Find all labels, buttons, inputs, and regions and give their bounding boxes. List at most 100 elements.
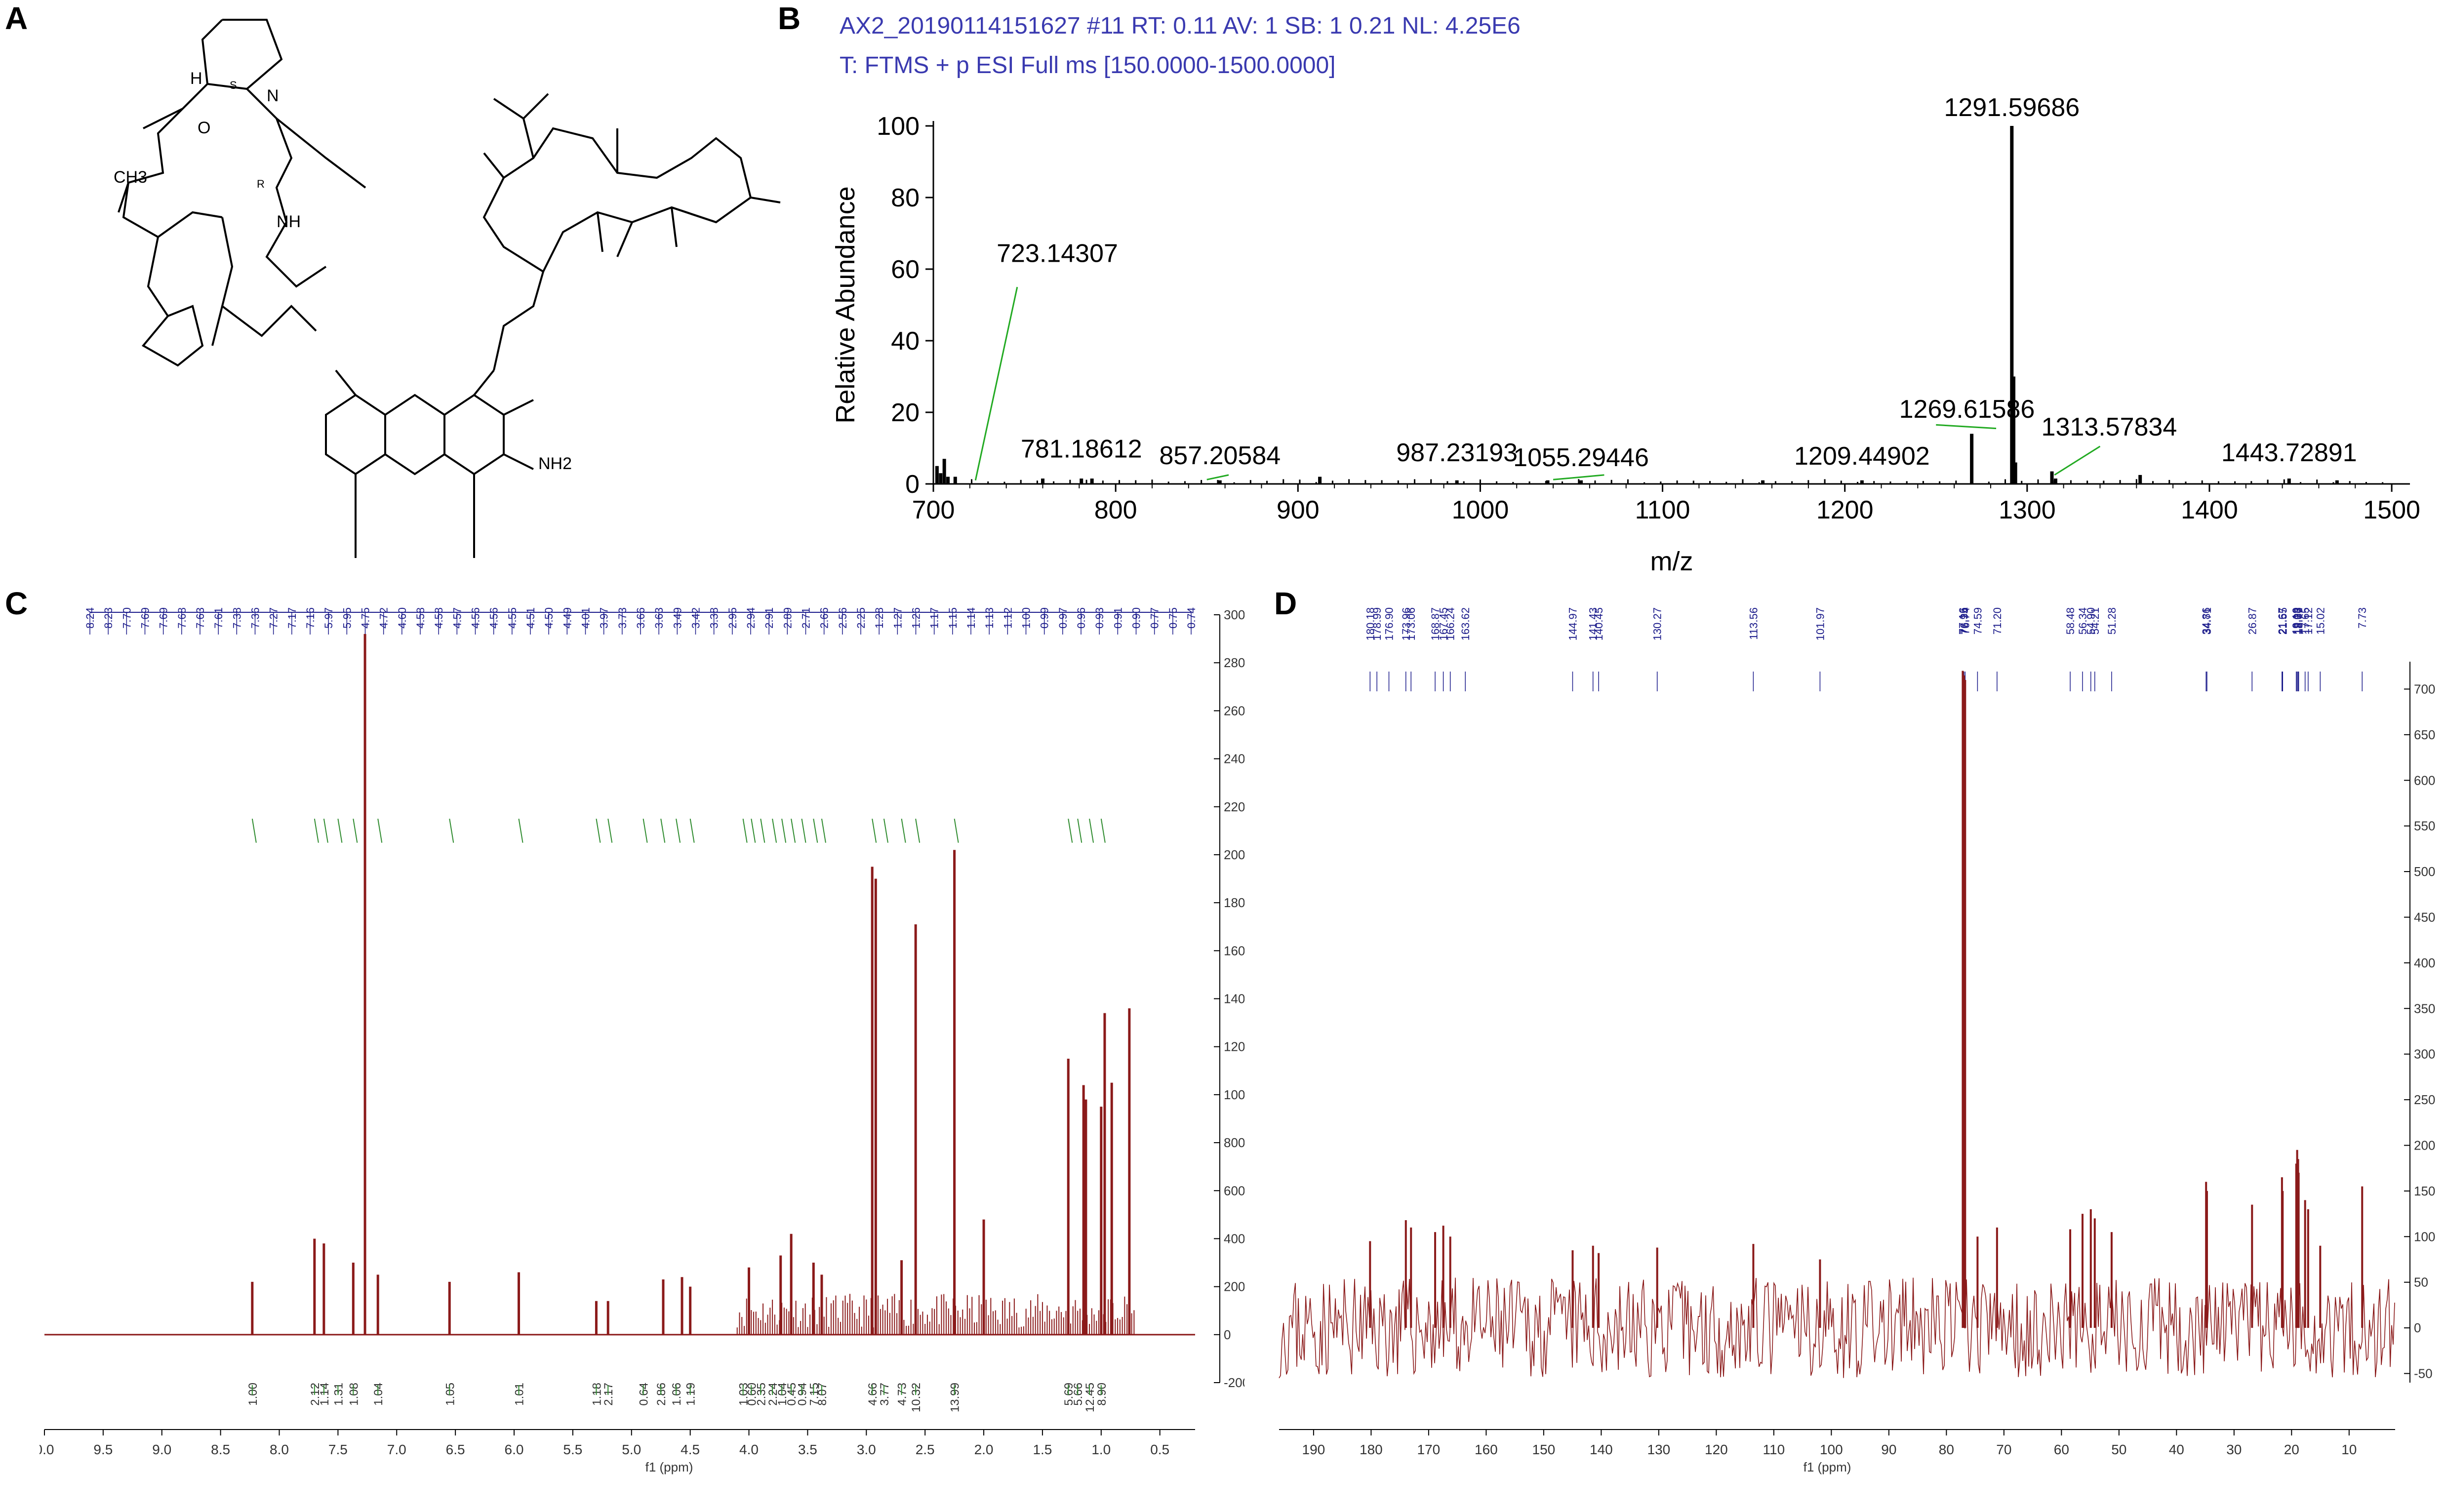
integral-value: 1.08 — [347, 1383, 361, 1406]
x-tick-label: 6.5 — [446, 1442, 465, 1457]
integral-value: 2.86 — [655, 1383, 668, 1406]
integral-value: 0.94 — [796, 1383, 809, 1406]
integral-curve — [742, 818, 748, 843]
x-tick-label: 170 — [1417, 1442, 1441, 1457]
amino-group: NH2 — [538, 454, 572, 473]
y-tick-label: 3000 — [1224, 607, 1244, 622]
integral-value: 1.04 — [776, 1383, 789, 1406]
peak-shift-label: 54.90 — [2085, 607, 2097, 635]
peak-shift-label: 18.86 — [2292, 607, 2305, 635]
x-tick-label: 5.0 — [622, 1442, 641, 1457]
peak-shift-label: 21.67 — [2276, 607, 2288, 635]
integral-curve — [813, 818, 818, 843]
amide-nh: NH — [277, 212, 301, 231]
integral-curve — [449, 818, 454, 843]
y-tick-label: 20 — [891, 398, 920, 427]
integral-value: 1.18 — [590, 1383, 603, 1406]
x-tick-label: 4.5 — [681, 1442, 700, 1457]
peak-shift-label: 51.28 — [2106, 607, 2118, 635]
integral-curve — [689, 818, 695, 843]
x-tick-label: 4.0 — [739, 1442, 759, 1457]
peak-shift-label: 17.12 — [2302, 607, 2315, 635]
peak-shift-label: 58.48 — [2064, 607, 2077, 635]
stereo-s: S — [230, 79, 237, 91]
integral-value: 2.17 — [602, 1383, 615, 1406]
peak-shift-label: 19.03 — [2291, 607, 2304, 635]
integral-value: 7.15 — [807, 1383, 821, 1406]
integral-value: 1.01 — [513, 1383, 526, 1406]
peak-shift-label: 15.02 — [2314, 607, 2326, 635]
stereo-r: R — [257, 178, 265, 190]
y-tick-label: 600 — [2414, 773, 2435, 788]
mass-spectrum-chart: 1291.59686 723.14307 781.18612 857.20584 987… — [831, 93, 2420, 576]
x-tick-label: 60 — [2054, 1442, 2069, 1457]
peak-shift-label: 34.86 — [2200, 607, 2212, 635]
y-tick-label: 550 — [2414, 819, 2435, 834]
integral-value: 4.73 — [896, 1383, 909, 1406]
y-tick-label: 700 — [2414, 681, 2435, 696]
x-tick-label: 150 — [1532, 1442, 1556, 1457]
peak-shift-label: 163.62 — [1459, 607, 1472, 640]
x-tick-label: 10 — [2341, 1442, 2357, 1457]
integral-value: 1.03 — [737, 1383, 751, 1406]
x-tick-label: 7.5 — [328, 1442, 348, 1457]
y-tick-label: 100 — [2414, 1229, 2435, 1244]
peak-shift-label: 176.90 — [1383, 607, 1396, 640]
integral-value: 13.99 — [949, 1383, 962, 1412]
chemical-structure: H S N O CH3 R NH NH2 — [114, 19, 781, 558]
y-tick-label: 350 — [2414, 1001, 2435, 1016]
panel-label-d: D — [1274, 586, 1297, 621]
x-tick-label: 6.0 — [505, 1442, 524, 1457]
x-tick-label: 1400 — [2181, 496, 2238, 524]
atom-h: H — [190, 69, 202, 88]
x-tick-label: 8.5 — [211, 1442, 230, 1457]
integral-curve — [1068, 818, 1073, 843]
integral-value: 1.06 — [670, 1383, 683, 1406]
x-tick-label: 2.5 — [916, 1442, 935, 1457]
integral-curve — [377, 818, 383, 843]
peak-shift-label: 168.87 — [1429, 607, 1442, 640]
peak-shift-label: 71.20 — [1991, 607, 2004, 635]
peak-shift-label: 54.21 — [2089, 607, 2101, 635]
peak-shift-label: 140.45 — [1593, 607, 1605, 640]
noise-trace — [1279, 1277, 2395, 1379]
y-tick-label: 200 — [1224, 1279, 1244, 1294]
x-tick-label: 1000 — [1452, 496, 1509, 524]
x-tick-label: 1200 — [1816, 496, 1874, 524]
integral-curve — [872, 818, 877, 843]
peak-shift-label: 21.55 — [2277, 607, 2289, 635]
y-tick-label: 200 — [2414, 1138, 2435, 1153]
integral-value: 10.32 — [910, 1383, 923, 1412]
x-tick-label: 30 — [2226, 1442, 2242, 1457]
y-tick-label: 60 — [891, 255, 920, 284]
integral-curve — [518, 818, 523, 843]
y-tick-label: 250 — [2414, 1092, 2435, 1107]
x-tick-label: 1100 — [1635, 496, 1690, 524]
x-tick-label: 9.5 — [93, 1442, 113, 1457]
peak-shift-label: 76.74 — [1959, 607, 1971, 635]
ms-peak-label: 1209.44902 — [1794, 442, 1930, 471]
y-tick-label: 650 — [2414, 727, 2435, 742]
x-tick-label: 3.5 — [798, 1442, 817, 1457]
peak-shift-label: 26.87 — [2246, 607, 2258, 635]
integral-value: 2.24 — [766, 1383, 780, 1406]
y-tick-label: 100 — [877, 112, 920, 141]
leader-line — [1553, 474, 1604, 480]
x-axis-label: f1 (ppm) — [1804, 1460, 1851, 1474]
x-tick-label: 2.0 — [974, 1442, 994, 1457]
x-tick-label: 1300 — [1999, 496, 2056, 524]
peak-shift-label: 173.06 — [1405, 607, 1417, 640]
y-tick-label: 1800 — [1224, 895, 1244, 910]
x-tick-label: 8.0 — [270, 1442, 289, 1457]
integral-value: 2.12 — [309, 1383, 322, 1406]
integral-curve — [760, 818, 765, 843]
y-tick-label: 500 — [2414, 864, 2435, 879]
leader-line — [1936, 424, 1997, 430]
x-tick-label: 160 — [1475, 1442, 1498, 1457]
ms-peak-label: 987.23193 — [1396, 438, 1518, 467]
x-axis-label: f1 (ppm) — [645, 1460, 693, 1474]
x-axis-label: m/z — [1650, 547, 1693, 576]
x-tick-label: 120 — [1705, 1442, 1728, 1457]
integral-curve — [353, 818, 358, 843]
